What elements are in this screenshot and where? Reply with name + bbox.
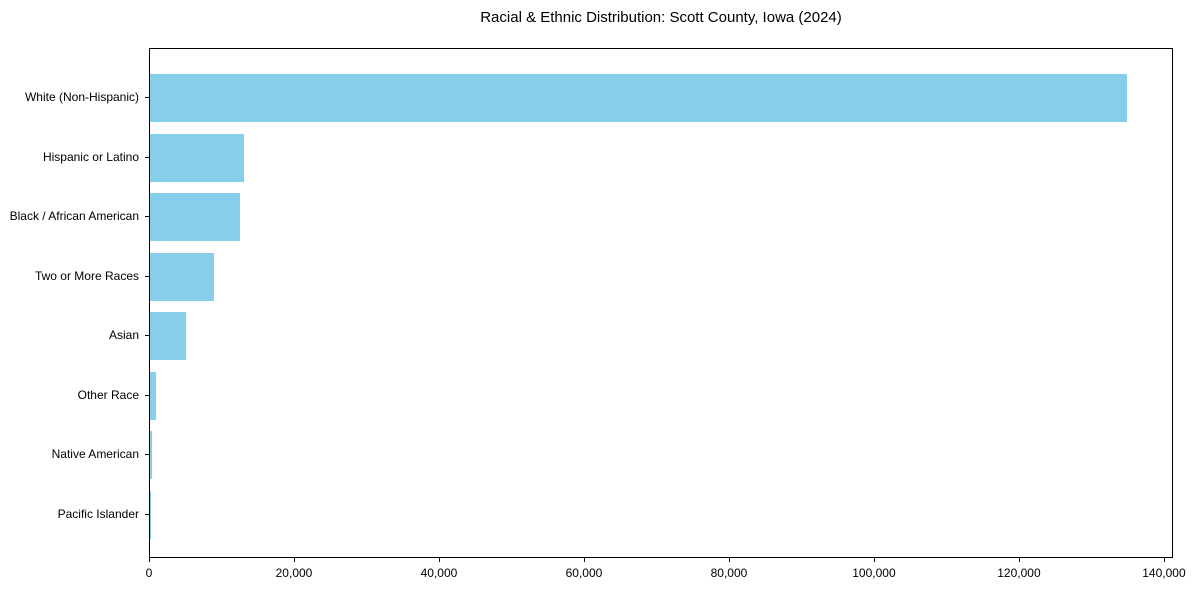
x-axis-tick (1163, 558, 1165, 562)
x-axis-tick (293, 558, 295, 562)
x-axis-tick (583, 558, 585, 562)
bar-white-non-hispanic (150, 74, 1127, 122)
chart-title: Racial & Ethnic Distribution: Scott Coun… (480, 9, 842, 26)
y-axis-tick (145, 275, 149, 277)
x-axis-tick (438, 558, 440, 562)
bar-asian (150, 312, 186, 361)
bar-other-race (150, 371, 157, 420)
x-axis-tick (1018, 558, 1020, 562)
y-axis-label-white-non-hispanic: White (Non-Hispanic) (24, 90, 139, 104)
x-axis-tick (728, 558, 730, 562)
x-axis-tick-label: 120,000 (997, 566, 1041, 580)
y-axis-label-hispanic-or-latino: Hispanic or Latino (42, 149, 139, 164)
y-axis-tick (145, 156, 149, 158)
bar-two-or-more-races (150, 252, 215, 301)
x-axis-tick-label: 40,000 (420, 566, 458, 580)
bar-black-african-american (150, 193, 240, 242)
y-axis-label-other-race: Other Race (77, 387, 139, 402)
bar-native-american (150, 431, 152, 480)
y-axis-label-native-american: Native American (51, 447, 139, 462)
plot-area (149, 48, 1173, 558)
x-axis-tick-label: 80,000 (710, 566, 748, 580)
y-axis-label-black-african-american: Black / African American (9, 209, 139, 224)
y-axis-label-pacific-islander: Pacific Islander (57, 506, 139, 521)
y-axis-tick (145, 513, 149, 515)
y-axis-tick (145, 394, 149, 396)
x-axis-tick-label: 20,000 (275, 566, 313, 580)
x-axis-tick (149, 558, 150, 562)
x-axis-tick (873, 558, 875, 562)
y-axis-tick (145, 335, 149, 337)
x-axis-tick-label: 140,000 (1142, 566, 1186, 580)
bar-hispanic-or-latino (150, 133, 244, 182)
y-axis-label-two-or-more-races: Two or More Races (34, 268, 139, 283)
x-axis-tick-label: 100,000 (852, 566, 896, 580)
y-axis-label-asian: Asian (108, 328, 139, 343)
x-axis-tick-label: 0 (145, 566, 153, 580)
x-axis-tick-label: 60,000 (565, 566, 603, 580)
y-axis-tick (145, 454, 149, 456)
y-axis-tick (145, 97, 149, 98)
y-axis-tick (145, 216, 149, 218)
